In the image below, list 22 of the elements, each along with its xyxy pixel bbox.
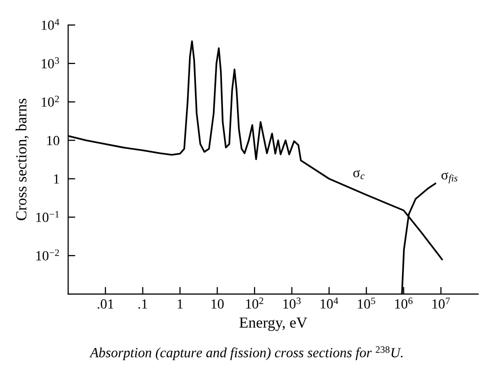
y-tick-label: 10$^{−1}$	[36, 211, 59, 222]
x-tick-label: 1	[178, 299, 183, 309]
y-tick-label: 1	[54, 174, 60, 184]
series-label: σ$_{fis}$	[441, 172, 458, 184]
y-tick-label: 10$^{4}$	[42, 18, 60, 30]
y-tick-label: 10	[47, 136, 60, 146]
x-tick-label: .01	[98, 299, 114, 309]
x-axis-title: Energy, eV	[239, 318, 308, 331]
x-tick-label: 10$^{2}$	[246, 298, 264, 309]
y-tick-label: 10$^{−2}$	[36, 249, 59, 260]
x-tick-label: 10$^{4}$	[320, 298, 338, 309]
x-tick-label: 10$^{5}$	[358, 298, 376, 309]
x-tick-label: 10	[212, 299, 224, 309]
text: Absorption (capture and fission) cross sections for $^{238}$U.	[89, 346, 402, 360]
y-tick-label: 10$^{3}$	[42, 57, 60, 68]
y-tick-label: 10$^{2}$	[42, 96, 59, 107]
x-tick-label: 10$^{3}$	[283, 298, 301, 309]
x-tick-label: 10$^{7}$	[432, 298, 450, 309]
x-tick-label: 10$^{6}$	[395, 298, 413, 309]
x-tick-label: .1	[138, 299, 148, 309]
y-axis-title: Cross section, barns	[16, 98, 29, 220]
series-label: σ$_{c}$	[353, 170, 365, 180]
